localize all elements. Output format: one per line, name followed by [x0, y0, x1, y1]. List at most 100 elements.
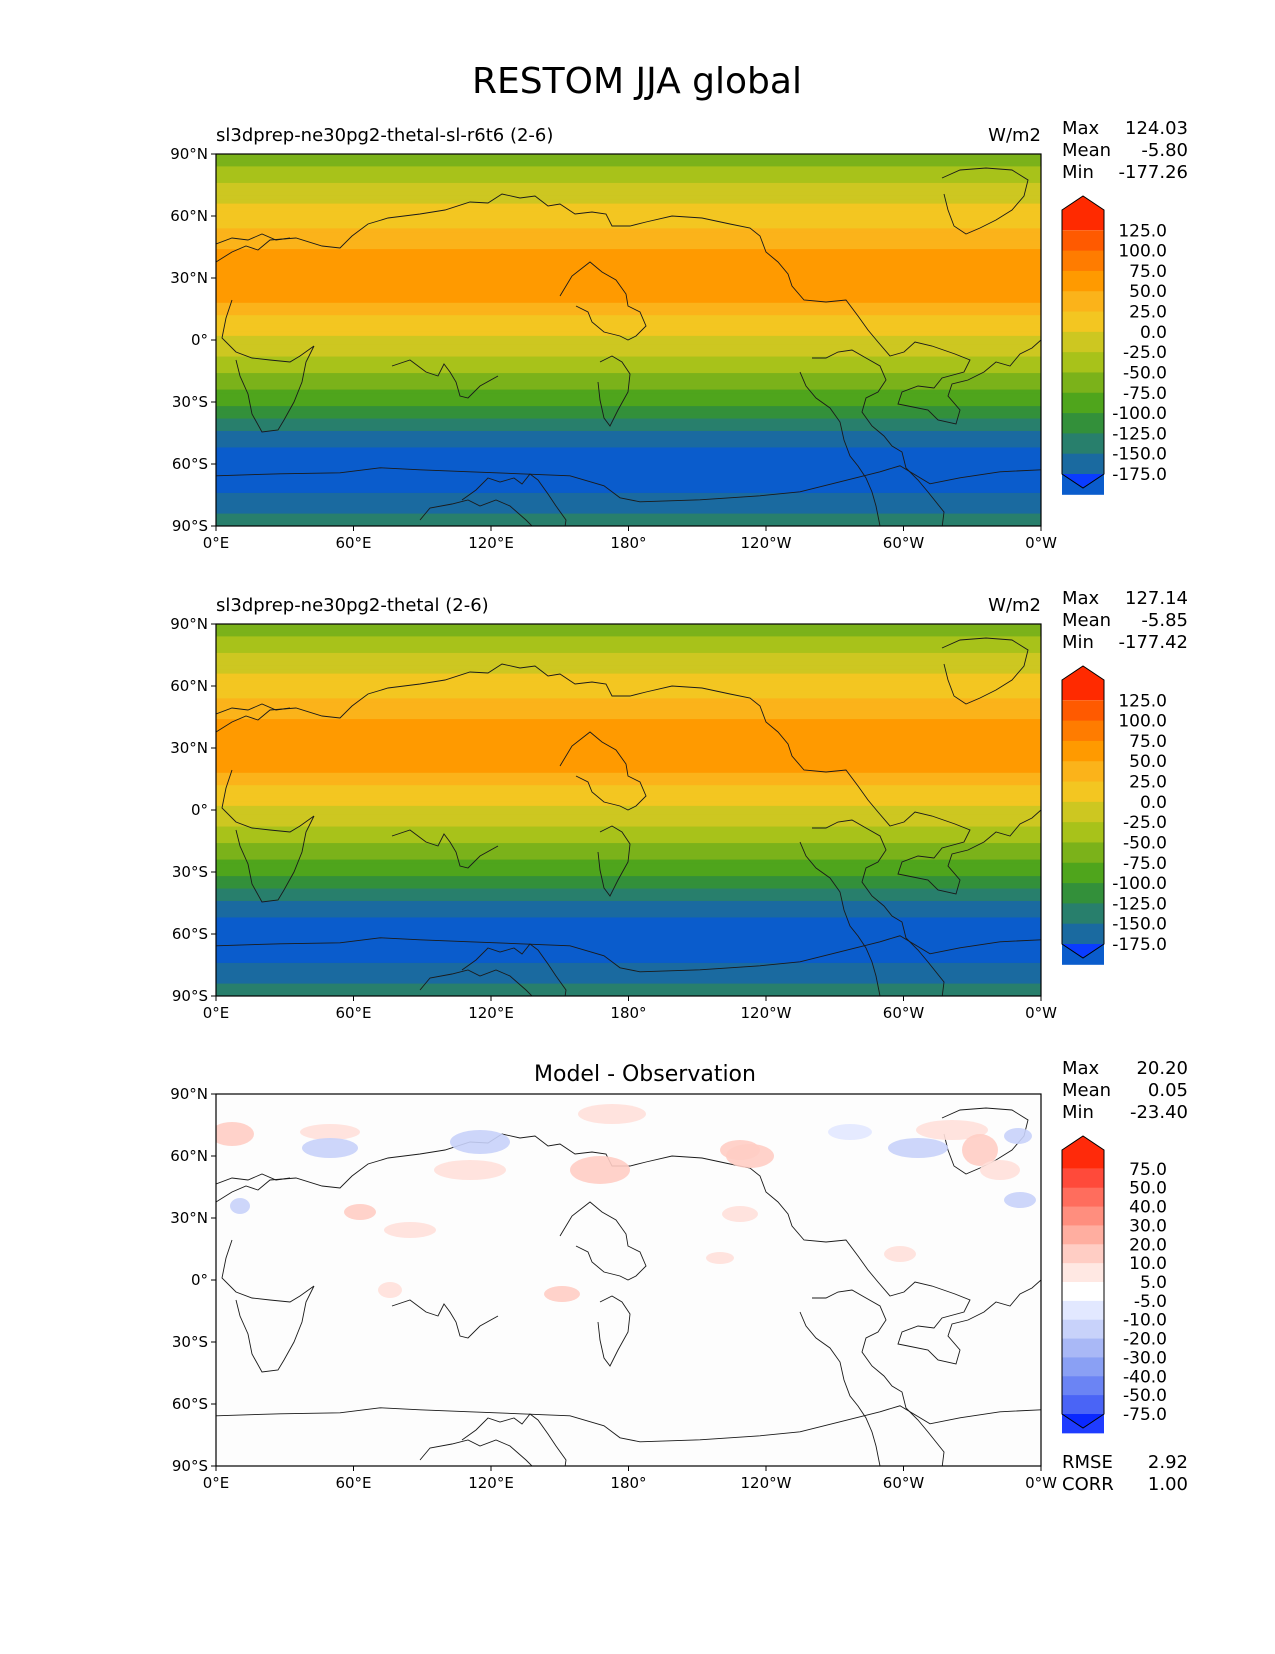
stat-value: 1.00: [1148, 1474, 1188, 1495]
lat-band: [216, 867, 1041, 873]
lat-band: [216, 644, 1041, 650]
y-tick-label: 60°N: [170, 677, 208, 695]
x-tick-label: 60°E: [335, 1004, 371, 1022]
coastline: [216, 1173, 291, 1185]
coastline: [216, 663, 1041, 895]
y-tick-label: 60°S: [172, 925, 208, 943]
lat-band: [216, 760, 1041, 766]
colorbar-tick-label: -75.0: [1123, 1405, 1167, 1425]
stat-label: Mean: [1062, 1080, 1111, 1101]
stat-label: Mean: [1062, 610, 1111, 631]
diff-blob: [578, 1104, 646, 1124]
lat-band: [216, 805, 1041, 811]
lat-band: [216, 253, 1041, 258]
colorbar-segment: [1062, 1376, 1104, 1396]
coastline: [941, 167, 1029, 235]
lat-band: [216, 265, 1041, 271]
coastline: [391, 359, 499, 399]
lat-band: [216, 228, 1041, 234]
y-tick-label: 90°N: [170, 1085, 208, 1103]
lat-band: [216, 950, 1041, 956]
lat-band: [216, 191, 1041, 196]
colorbar-segment: [1062, 1168, 1104, 1189]
diff-blob: [300, 1124, 360, 1140]
colorbar-tick-label: 0.0: [1140, 323, 1167, 343]
x-tick-label: 180°: [610, 1004, 646, 1022]
diff-blob: [216, 1122, 254, 1146]
colorbar-tick-label: -125.0: [1112, 424, 1167, 444]
diff-blob: [230, 1198, 250, 1214]
colorbar-segment: [1062, 883, 1104, 904]
colorbar-outline: [1061, 665, 1105, 959]
colorbar-segment: [1062, 781, 1104, 803]
coastline: [391, 1299, 499, 1339]
colorbar-tick-label: 75.0: [1129, 1160, 1167, 1180]
colorbar-segment: [1062, 1319, 1104, 1340]
lat-band: [216, 240, 1041, 246]
colorbar-tick-label: -50.0: [1123, 1386, 1167, 1406]
colorbar-segment: [1062, 842, 1104, 864]
lat-band: [216, 847, 1041, 852]
lat-band: [216, 801, 1041, 807]
lat-band: [216, 756, 1041, 761]
map-difference: [216, 1094, 1041, 1466]
lat-band: [216, 880, 1041, 885]
figure-title: RESTOM JJA global: [472, 61, 802, 102]
colorbar-cap-bottom: [1062, 1414, 1104, 1428]
lat-band: [216, 311, 1041, 316]
lat-band: [216, 158, 1041, 163]
coastline: [799, 1289, 945, 1466]
colorbar-segment: [1062, 413, 1104, 434]
lat-band: [216, 748, 1041, 753]
panel-units: W/m2: [988, 125, 1041, 146]
x-tick-label: 120°E: [468, 1004, 514, 1022]
lat-band: [216, 888, 1041, 894]
colorbar-tick-label: -150.0: [1112, 445, 1167, 465]
diff-blob: [1004, 1128, 1032, 1144]
colorbar-segment: [1062, 761, 1104, 783]
lat-band: [216, 843, 1041, 848]
lat-band: [216, 170, 1041, 176]
lat-band: [216, 509, 1041, 515]
lat-band: [216, 406, 1041, 411]
lat-band: [216, 232, 1041, 238]
lat-band: [216, 892, 1041, 898]
x-tick-label: 180°: [610, 1474, 646, 1492]
lat-band: [216, 636, 1041, 642]
lat-band: [216, 661, 1041, 666]
x-tick-label: 60°W: [883, 1004, 925, 1022]
colorbar-segment: [1062, 903, 1104, 925]
lat-band: [216, 781, 1041, 786]
lat-band: [216, 352, 1041, 358]
lat-band: [216, 822, 1041, 828]
colorbar-tick-label: -20.0: [1123, 1330, 1167, 1350]
lat-band: [216, 340, 1041, 345]
colorbar-tick-label: -50.0: [1123, 363, 1167, 383]
colorbar-cap-bottom: [1062, 474, 1104, 488]
coastline: [216, 1133, 1041, 1365]
colorbar-segment: [1062, 311, 1104, 333]
y-tick-label: 30°S: [172, 863, 208, 881]
coastline: [597, 825, 631, 897]
coastline-antarctica: [216, 465, 1041, 503]
lat-band: [216, 480, 1041, 486]
diff-blob: [888, 1138, 948, 1158]
diff-blob: [884, 1246, 916, 1262]
map-test: [216, 154, 1041, 526]
lat-band: [216, 513, 1041, 519]
lat-band: [216, 706, 1041, 712]
lat-band: [216, 624, 1041, 629]
stat-label: CORR: [1062, 1474, 1114, 1495]
lat-band: [216, 397, 1041, 403]
diff-blob: [434, 1160, 506, 1180]
colorbar-test: 125.0100.075.050.025.00.0-25.0-50.0-75.0…: [1061, 195, 1167, 495]
diff-blob: [722, 1206, 758, 1222]
lat-band: [216, 418, 1041, 424]
x-tick-label: 0°E: [203, 1004, 230, 1022]
stat-label: Min: [1062, 1102, 1094, 1123]
coastline: [221, 1239, 315, 1373]
lat-band: [216, 673, 1041, 679]
y-tick-label: 0°: [191, 331, 208, 349]
lat-band: [216, 451, 1041, 457]
lat-band: [216, 439, 1041, 444]
